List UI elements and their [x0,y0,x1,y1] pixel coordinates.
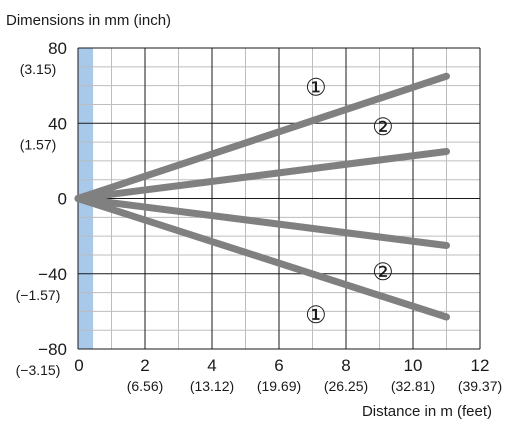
x-tick-label: 6 [274,356,283,375]
series-marker-label: ① [305,302,327,329]
x-tick-label: 0 [74,356,83,375]
y-tick-sublabel: (3.15) [20,61,57,77]
beam-series-line-2 [74,147,450,202]
x-tick-label: 10 [404,356,423,375]
y-tick-label: 80 [48,39,67,58]
beam-series-line-4 [74,195,450,321]
series-marker-label: ① [305,75,327,102]
y-tick-sublabel: (−1.57) [16,287,61,303]
x-tick-sublabel: (19.69) [257,378,301,394]
y-tick-label: −80 [38,340,67,359]
x-tick-sublabel: (6.56) [127,378,164,394]
beam-series-line-3 [74,195,450,250]
series-marker-label: ② [372,114,394,141]
x-tick-label: 8 [341,356,350,375]
y-tick-label: 40 [48,114,67,133]
y-tick-label: −40 [38,265,67,284]
x-tick-label: 12 [471,356,490,375]
series-marker-label: ② [372,259,394,286]
beam-series-line-1 [74,72,450,202]
x-tick-sublabel: (39.37) [458,378,502,394]
y-axis-title: Dimensions in mm (inch) [6,12,171,29]
x-tick-sublabel: (13.12) [190,378,234,394]
y-tick-label: 0 [58,190,67,209]
y-tick-sublabel: (−3.15) [16,362,61,378]
x-tick-label: 2 [140,356,149,375]
x-tick-sublabel: (26.25) [324,378,368,394]
x-axis-title: Distance in m (feet) [362,403,492,420]
x-tick-label: 4 [207,356,216,375]
y-tick-sublabel: (1.57) [20,136,57,152]
x-tick-sublabel: (32.81) [391,378,435,394]
